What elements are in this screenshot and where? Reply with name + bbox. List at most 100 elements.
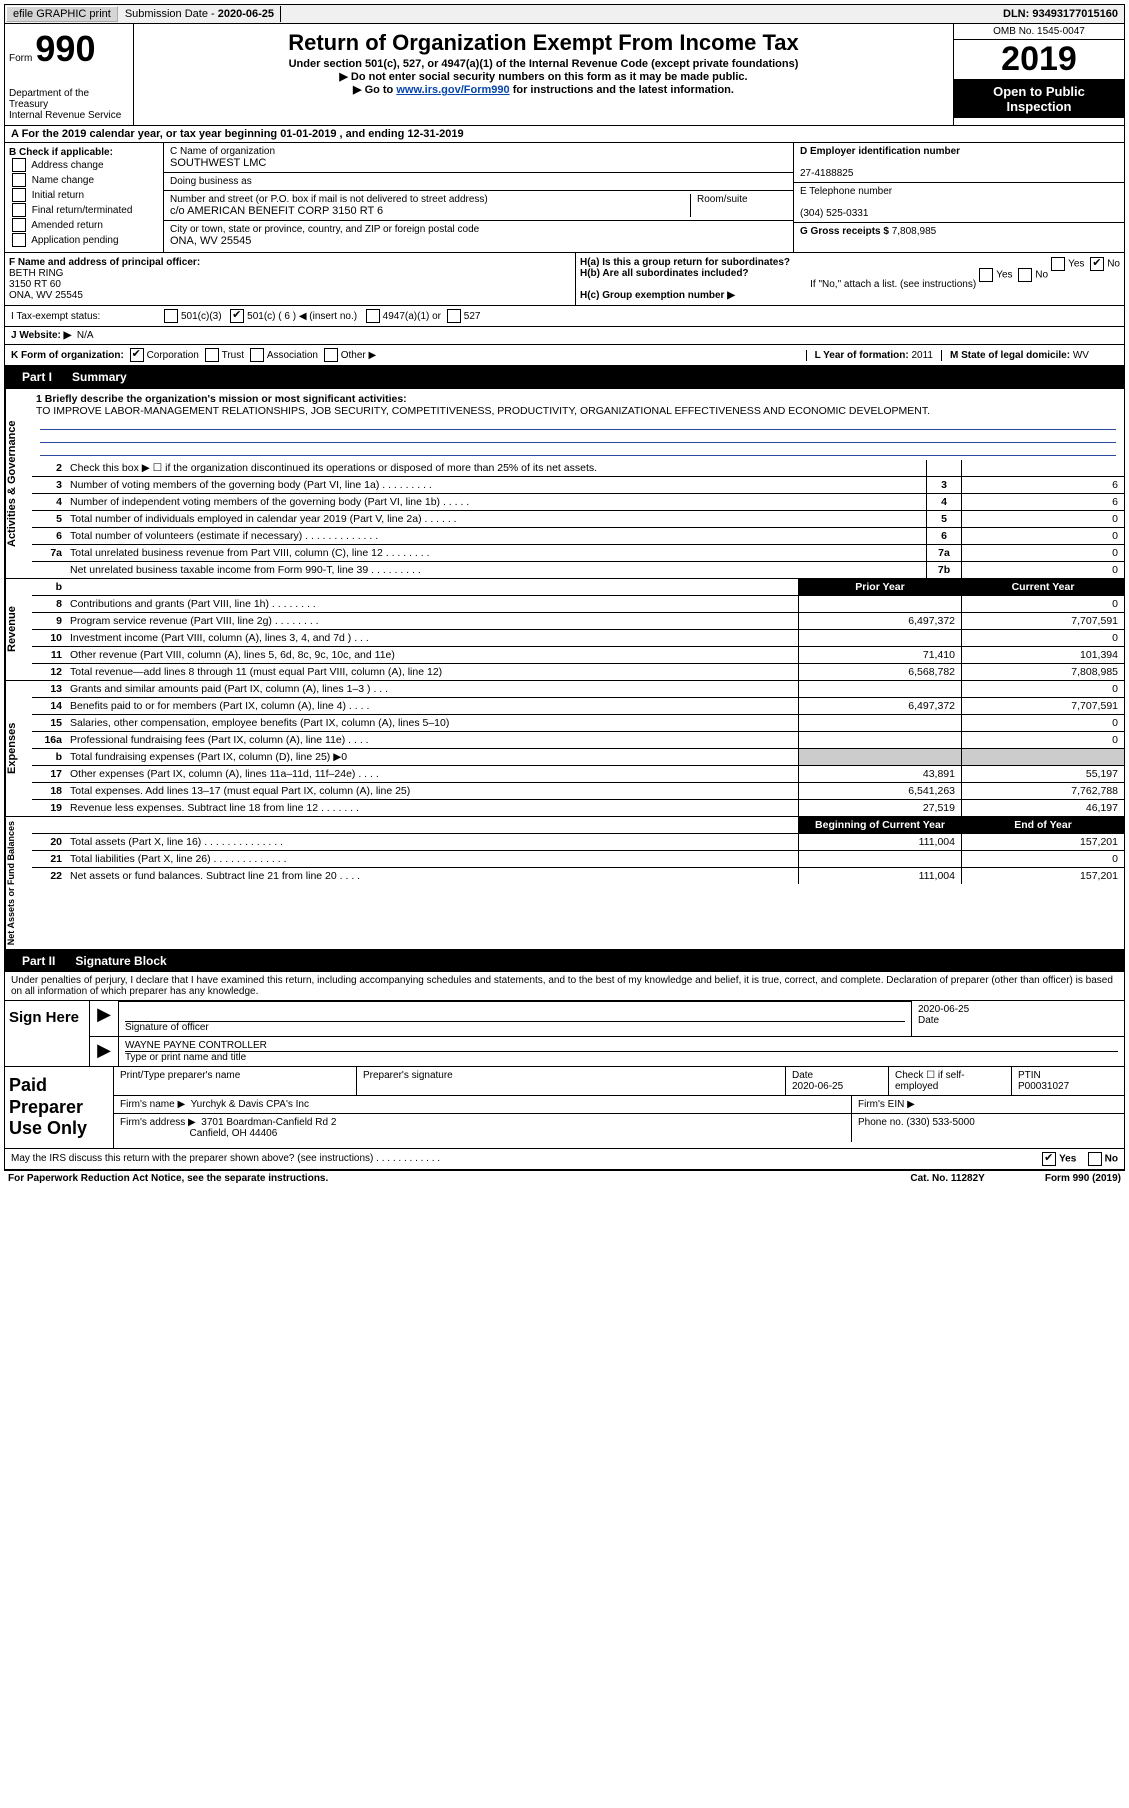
vlabel-governance: Activities & Governance [5, 389, 32, 578]
form-header: Form 990 Department of the Treasury Inte… [4, 24, 1125, 126]
row-i-tax-exempt: I Tax-exempt status: 501(c)(3) 501(c) ( … [4, 306, 1125, 327]
principal-officer: F Name and address of principal officer:… [5, 253, 575, 305]
ptin-value: P00031027 [1018, 1081, 1069, 1092]
subtitle-1: Under section 501(c), 527, or 4947(a)(1)… [138, 58, 949, 70]
data-row: 21 Total liabilities (Part X, line 26) .… [32, 851, 1124, 868]
net-assets-block: Net Assets or Fund Balances Beginning of… [4, 817, 1125, 950]
block-bcd: B Check if applicable: Address change Na… [4, 143, 1125, 253]
cell-address: Number and street (or P.O. box if mail i… [164, 191, 793, 221]
vlabel-revenue: Revenue [5, 579, 32, 680]
part2-header: Part IISignature Block [4, 950, 1125, 972]
row-f-h: F Name and address of principal officer:… [4, 253, 1125, 306]
chk-corporation[interactable] [130, 348, 144, 362]
chk-4947[interactable] [366, 309, 380, 323]
form-footer: For Paperwork Reduction Act Notice, see … [4, 1170, 1125, 1186]
form-number-box: Form 990 Department of the Treasury Inte… [5, 24, 134, 125]
public-inspection-badge: Open to PublicInspection [954, 80, 1124, 118]
subtitle-3: ▶ Go to www.irs.gov/Form990 for instruct… [138, 83, 949, 96]
chk-association[interactable] [250, 348, 264, 362]
chk-amended-return[interactable]: Amended return [9, 218, 159, 233]
dept-label: Department of the Treasury Internal Reve… [9, 88, 129, 121]
signature-declaration: Under penalties of perjury, I declare th… [4, 972, 1125, 1001]
irs-link[interactable]: www.irs.gov/Form990 [396, 84, 509, 96]
revenue-header: b Prior Year Current Year [32, 579, 1124, 596]
firm-phone: (330) 533-5000 [906, 1117, 974, 1128]
chk-501c3[interactable] [164, 309, 178, 323]
hb-yes[interactable] [979, 268, 993, 282]
mission-row: 1 Briefly describe the organization's mi… [32, 389, 1124, 460]
data-row: 12 Total revenue—add lines 8 through 11 … [32, 664, 1124, 680]
name-caret-icon: ▶ [90, 1037, 119, 1066]
gov-row: 3 Number of voting members of the govern… [32, 477, 1124, 494]
discuss-row: May the IRS discuss this return with the… [4, 1149, 1125, 1170]
chk-other[interactable] [324, 348, 338, 362]
gov-row: Net unrelated business taxable income fr… [32, 562, 1124, 578]
gross-receipts: 7,808,985 [892, 226, 937, 237]
row-a-tax-year: A For the 2019 calendar year, or tax yea… [4, 126, 1125, 143]
form-word: Form [9, 53, 32, 64]
data-row: b Total fundraising expenses (Part IX, c… [32, 749, 1124, 766]
data-row: 15 Salaries, other compensation, employe… [32, 715, 1124, 732]
efile-print-button[interactable]: efile GRAPHIC print [6, 6, 118, 22]
org-city: ONA, WV 25545 [170, 235, 251, 247]
data-row: 13 Grants and similar amounts paid (Part… [32, 681, 1124, 698]
vlabel-expenses: Expenses [5, 681, 32, 816]
form-number: 990 [35, 28, 95, 69]
org-name: SOUTHWEST LMC [170, 157, 266, 169]
subtitle-2: ▶ Do not enter social security numbers o… [138, 70, 949, 83]
cell-org-name: C Name of organization SOUTHWEST LMC [164, 143, 793, 173]
data-row: 18 Total expenses. Add lines 13–17 (must… [32, 783, 1124, 800]
col-b-checkboxes: B Check if applicable: Address change Na… [5, 143, 164, 252]
chk-initial-return[interactable]: Initial return [9, 188, 159, 203]
firm-name: Yurchyk & Davis CPA's Inc [191, 1099, 309, 1110]
chk-address-change[interactable]: Address change [9, 158, 159, 173]
top-bar: efile GRAPHIC print Submission Date - 20… [4, 4, 1125, 24]
signature-caret-icon: ▶ [90, 1001, 119, 1036]
chk-final-return[interactable]: Final return/terminated [9, 203, 159, 218]
chk-527[interactable] [447, 309, 461, 323]
data-row: 9 Program service revenue (Part VIII, li… [32, 613, 1124, 630]
gov-row: 6 Total number of volunteers (estimate i… [32, 528, 1124, 545]
hb-no[interactable] [1018, 268, 1032, 282]
cell-phone: E Telephone number (304) 525-0331 [794, 183, 1124, 223]
data-row: 19 Revenue less expenses. Subtract line … [32, 800, 1124, 816]
chk-501c[interactable] [230, 309, 244, 323]
data-row: 20 Total assets (Part X, line 16) . . . … [32, 834, 1124, 851]
discuss-yes[interactable] [1042, 1152, 1056, 1166]
data-row: 17 Other expenses (Part IX, column (A), … [32, 766, 1124, 783]
mission-text: TO IMPROVE LABOR-MANAGEMENT RELATIONSHIP… [36, 405, 930, 417]
form-title: Return of Organization Exempt From Incom… [138, 30, 949, 56]
col-d-right: D Employer identification number 27-4188… [794, 143, 1124, 252]
data-row: 8 Contributions and grants (Part VIII, l… [32, 596, 1124, 613]
ha-yes[interactable] [1051, 257, 1065, 271]
chk-trust[interactable] [205, 348, 219, 362]
chk-name-change[interactable]: Name change [9, 173, 159, 188]
data-row: 16a Professional fundraising fees (Part … [32, 732, 1124, 749]
form-title-block: Return of Organization Exempt From Incom… [134, 24, 953, 125]
vlabel-net-assets: Net Assets or Fund Balances [5, 817, 32, 949]
data-row: 14 Benefits paid to or for members (Part… [32, 698, 1124, 715]
gov-row: 5 Total number of individuals employed i… [32, 511, 1124, 528]
dln: DLN: 93493177015160 [997, 6, 1124, 22]
discuss-no[interactable] [1088, 1152, 1102, 1166]
website-value: N/A [77, 330, 94, 341]
chk-application-pending[interactable]: Application pending [9, 233, 159, 248]
org-address: c/o AMERICAN BENEFIT CORP 3150 RT 6 [170, 205, 383, 217]
paid-preparer-label: Paid Preparer Use Only [5, 1067, 114, 1148]
part1-header: Part ISummary [4, 366, 1125, 388]
submission-date: Submission Date - 2020-06-25 [119, 6, 281, 22]
data-row: 11 Other revenue (Part VIII, column (A),… [32, 647, 1124, 664]
firm-address: 3701 Boardman-Canfield Rd 2 [201, 1117, 336, 1128]
tax-year: 2019 [954, 40, 1124, 80]
gov-row: 7a Total unrelated business revenue from… [32, 545, 1124, 562]
expenses-block: Expenses 13 Grants and similar amounts p… [4, 681, 1125, 817]
ha-no[interactable] [1090, 257, 1104, 271]
net-header: Beginning of Current Year End of Year [32, 817, 1124, 834]
ein-value: 27-4188825 [800, 168, 853, 179]
cell-city: City or town, state or province, country… [164, 221, 793, 250]
activities-governance-block: Activities & Governance 1 Briefly descri… [4, 388, 1125, 579]
officer-name-title: WAYNE PAYNE CONTROLLER [125, 1040, 1118, 1052]
sign-here-label: Sign Here [5, 1001, 90, 1066]
cell-dba: Doing business as [164, 173, 793, 191]
gov-row: 4 Number of independent voting members o… [32, 494, 1124, 511]
